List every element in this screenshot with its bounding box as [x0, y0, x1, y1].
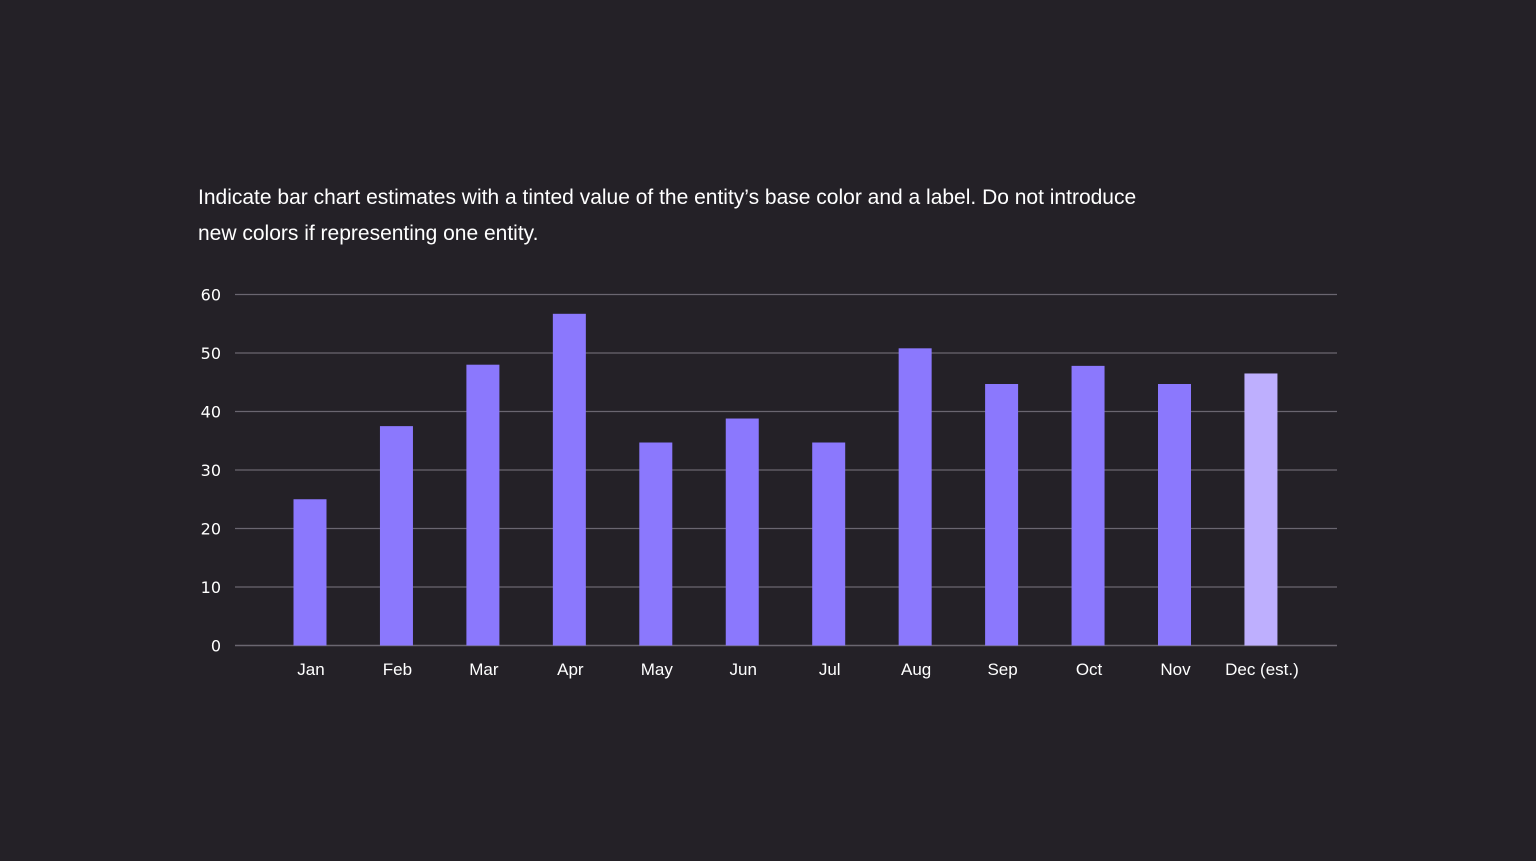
- bar-sep: [985, 384, 1019, 646]
- x-tick-label: Jun: [730, 660, 757, 679]
- bar-jun: [725, 418, 759, 646]
- bar-nov: [1158, 384, 1191, 646]
- y-tick-label: 0: [211, 637, 221, 656]
- x-tick-label: Jul: [819, 660, 841, 679]
- gridlines: [235, 293, 1337, 647]
- bar-jul: [812, 442, 846, 646]
- bar-aug: [898, 348, 932, 646]
- x-tick-label: May: [641, 660, 674, 679]
- x-tick-label: Aug: [901, 660, 931, 679]
- chart-description: Indicate bar chart estimates with a tint…: [198, 186, 1137, 245]
- x-tick-label: Sep: [987, 660, 1017, 679]
- y-tick-label: 50: [201, 344, 221, 363]
- x-tick-label: Mar: [469, 660, 499, 679]
- x-tick-label: Nov: [1160, 660, 1191, 679]
- x-axis-tick-labels: Jan Feb Mar Apr May Jun Jul Aug Sep Oct Nov Dec (es…: [297, 660, 1299, 679]
- y-axis-tick-labels: 0 10 20 30 40 50 60: [201, 286, 221, 656]
- bar-apr: [552, 313, 586, 646]
- bar-may: [639, 442, 673, 646]
- x-tick-label: Dec (est.): [1225, 660, 1299, 679]
- bar-feb: [379, 426, 413, 646]
- bar-jan: [293, 499, 327, 646]
- x-tick-label: Jan: [297, 660, 324, 679]
- x-tick-label: Apr: [557, 660, 584, 679]
- y-tick-label: 30: [201, 461, 221, 480]
- y-tick-label: 60: [201, 286, 221, 305]
- y-tick-label: 10: [201, 578, 221, 597]
- bars: [293, 313, 1278, 646]
- y-tick-label: 20: [201, 520, 221, 539]
- y-tick-label: 40: [201, 403, 221, 422]
- bar-mar: [466, 364, 500, 646]
- bar-dec-est: [1244, 373, 1278, 646]
- bar-oct: [1071, 365, 1105, 646]
- x-tick-label: Oct: [1076, 660, 1103, 679]
- x-tick-label: Feb: [383, 660, 412, 679]
